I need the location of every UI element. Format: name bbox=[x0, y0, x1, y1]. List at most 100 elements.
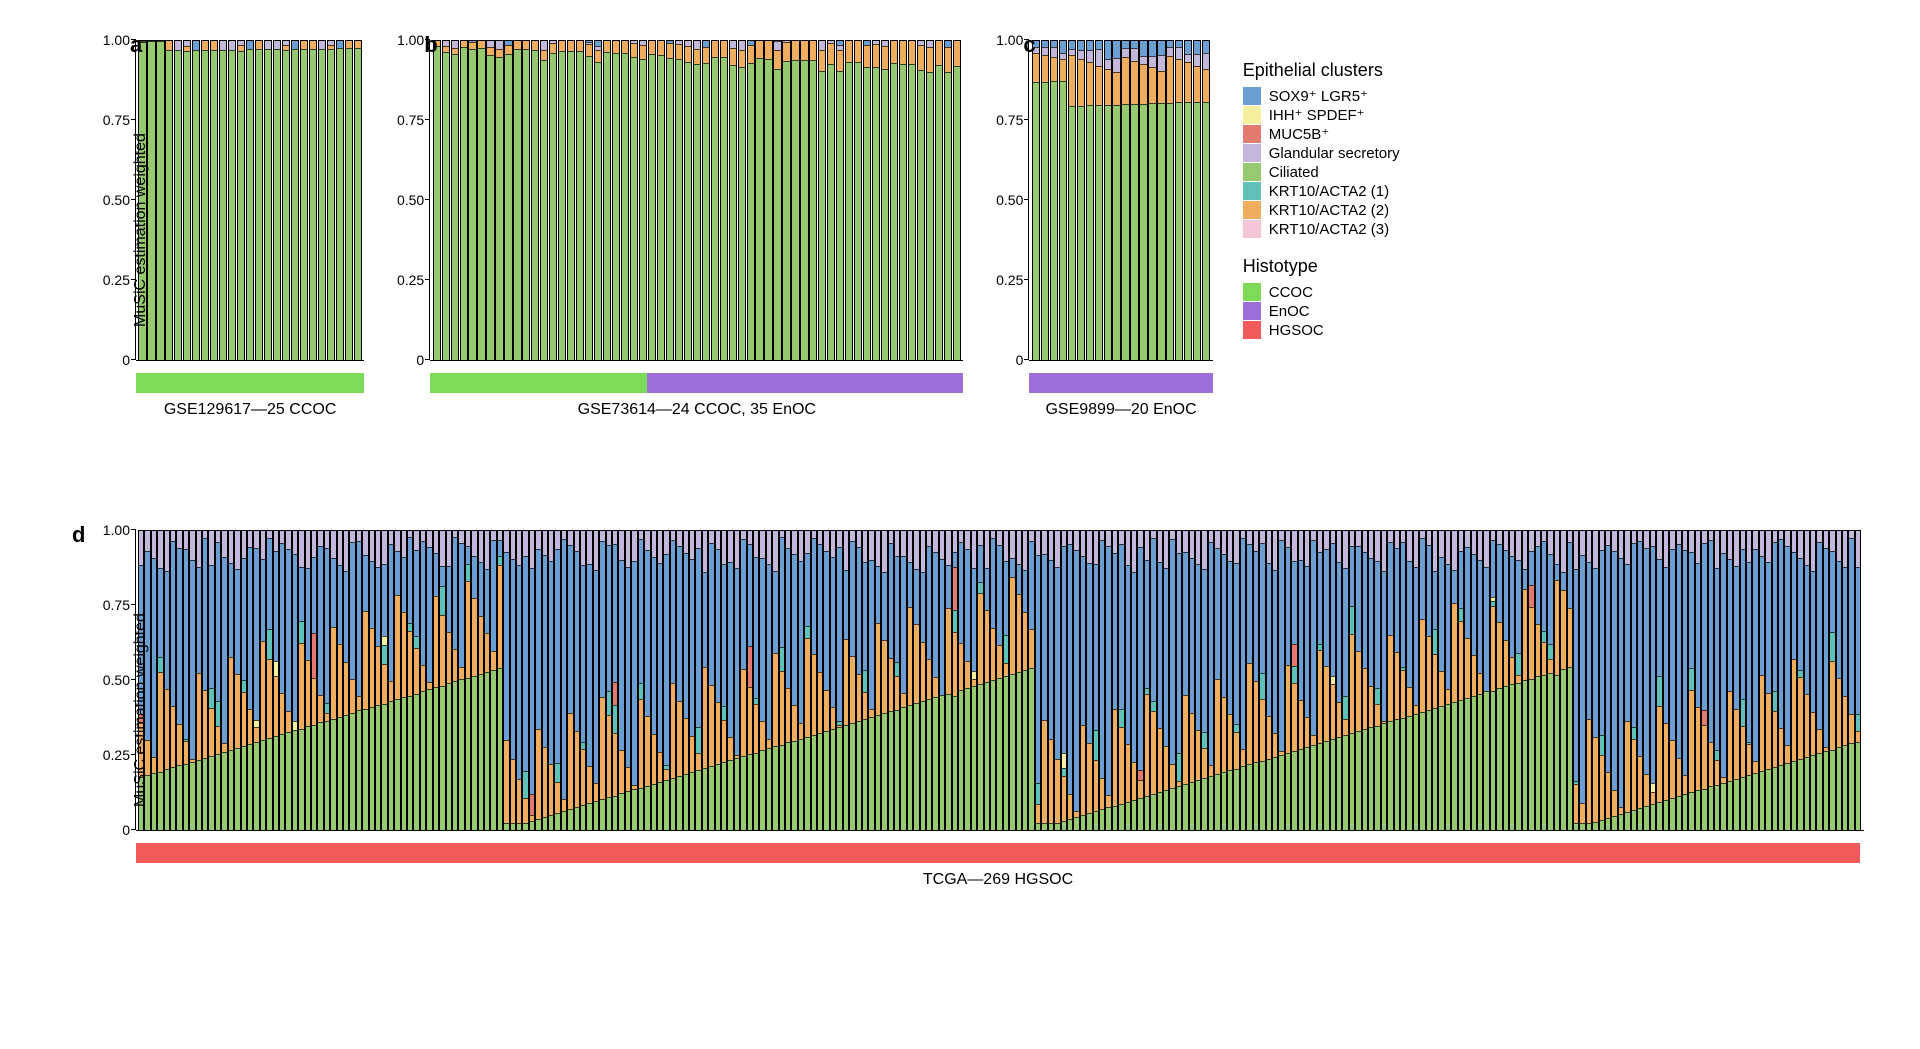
bar-segment bbox=[600, 531, 604, 541]
bar-segment bbox=[286, 711, 290, 732]
stacked-bar bbox=[890, 40, 898, 360]
bar-segment bbox=[1196, 564, 1200, 730]
bar-segment bbox=[1766, 693, 1770, 769]
bar-segment bbox=[1837, 747, 1841, 830]
bar-segment bbox=[1728, 691, 1732, 780]
bar-segment bbox=[568, 713, 572, 809]
stacked-bar bbox=[1184, 40, 1192, 360]
stacked-bar bbox=[1193, 40, 1201, 360]
bar-segment bbox=[498, 668, 502, 830]
bar-segment bbox=[909, 64, 915, 360]
bar-segment bbox=[1465, 547, 1469, 638]
bar-segment bbox=[792, 41, 798, 60]
bar-segment bbox=[1849, 714, 1853, 744]
stacked-bar bbox=[576, 40, 584, 360]
stacked-bar bbox=[881, 40, 889, 360]
bar-segment bbox=[1805, 757, 1809, 830]
bar-segment bbox=[274, 531, 278, 551]
bar-segment bbox=[274, 736, 278, 830]
bar-segment bbox=[613, 796, 617, 831]
bar-segment bbox=[1414, 567, 1418, 704]
bar-segment bbox=[652, 734, 656, 784]
bar-segment bbox=[577, 51, 583, 360]
bar-segment bbox=[286, 531, 290, 549]
bar-segment bbox=[325, 713, 329, 721]
bar-segment bbox=[760, 531, 764, 558]
stacked-bar bbox=[1086, 40, 1094, 360]
bar-segment bbox=[1241, 531, 1245, 538]
bar-segment bbox=[229, 41, 235, 50]
bar-segment bbox=[1119, 544, 1123, 709]
stacked-bar bbox=[558, 40, 566, 360]
bar-segment bbox=[812, 531, 816, 538]
bar-segment bbox=[452, 41, 458, 48]
bar-segment bbox=[1096, 105, 1102, 360]
bar-segment bbox=[283, 50, 289, 360]
bar-segment bbox=[1837, 678, 1841, 747]
bar-segment bbox=[209, 565, 213, 689]
bar-segment bbox=[1145, 531, 1149, 560]
bar-segment bbox=[1625, 564, 1629, 721]
bar-segment bbox=[331, 558, 335, 626]
caption-b: GSE73614—24 CCOC, 35 EnOC bbox=[430, 401, 963, 419]
bar-segment bbox=[1747, 531, 1751, 562]
bar-segment bbox=[1215, 548, 1219, 679]
bar-segment bbox=[229, 531, 233, 563]
bar-segment bbox=[1657, 802, 1661, 830]
bar-segment bbox=[1023, 670, 1027, 830]
bar-segment bbox=[1177, 553, 1181, 753]
bar-segment bbox=[1194, 54, 1200, 66]
bar-segment bbox=[1078, 106, 1084, 360]
bar-segment bbox=[1350, 634, 1354, 734]
bar-segment bbox=[945, 72, 951, 360]
bar-segment bbox=[1042, 720, 1046, 824]
legend-label: KRT10/ACTA2 (1) bbox=[1269, 183, 1389, 200]
bar-segment bbox=[1356, 546, 1360, 651]
bar-segment bbox=[1452, 603, 1456, 702]
bar-segment bbox=[274, 676, 278, 736]
bar-segment bbox=[1721, 531, 1725, 553]
bar-segment bbox=[1856, 567, 1860, 714]
bar-segment bbox=[1196, 531, 1200, 564]
bar-segment bbox=[171, 541, 175, 706]
bar-segment bbox=[505, 54, 511, 360]
bar-segment bbox=[312, 531, 316, 557]
bar-segment bbox=[350, 542, 354, 679]
bar-segment bbox=[478, 48, 484, 360]
y-tick-label: 0.25 bbox=[103, 747, 130, 763]
bar-segment bbox=[722, 762, 726, 830]
bar-segment bbox=[152, 558, 156, 757]
bar-segment bbox=[658, 752, 662, 782]
bar-segment bbox=[1081, 556, 1085, 725]
bar-segment bbox=[1632, 739, 1636, 810]
bar-segment bbox=[607, 691, 611, 715]
bar-segment bbox=[312, 633, 316, 678]
bar-segment bbox=[1068, 819, 1072, 830]
bar-segment bbox=[1849, 743, 1853, 830]
bar-segment bbox=[1299, 749, 1303, 830]
bar-segment bbox=[346, 48, 352, 360]
bar-segment bbox=[1241, 538, 1245, 749]
bar-segment bbox=[1203, 53, 1209, 69]
bar-segment bbox=[1170, 531, 1174, 539]
bar-segment bbox=[921, 642, 925, 702]
bar-segment bbox=[1664, 531, 1668, 567]
bar-segment bbox=[1209, 542, 1213, 766]
bar-segment bbox=[1580, 531, 1584, 555]
stacked-bar bbox=[729, 40, 737, 360]
bar-segment bbox=[1068, 531, 1072, 544]
bar-segment bbox=[1369, 558, 1373, 685]
bar-segment bbox=[780, 671, 784, 745]
stacked-bar bbox=[1855, 530, 1861, 830]
bar-segment bbox=[1029, 541, 1033, 629]
bar-segment bbox=[447, 566, 451, 631]
bar-segment bbox=[1843, 696, 1847, 745]
bar-segment bbox=[1529, 551, 1533, 585]
bar-segment bbox=[562, 539, 566, 800]
bar-segment bbox=[469, 49, 475, 360]
bar-segment bbox=[408, 537, 412, 623]
bar-segment bbox=[299, 531, 303, 567]
bar-segment bbox=[1677, 758, 1681, 796]
bar-segment bbox=[991, 538, 995, 627]
stacked-bar bbox=[318, 40, 326, 360]
